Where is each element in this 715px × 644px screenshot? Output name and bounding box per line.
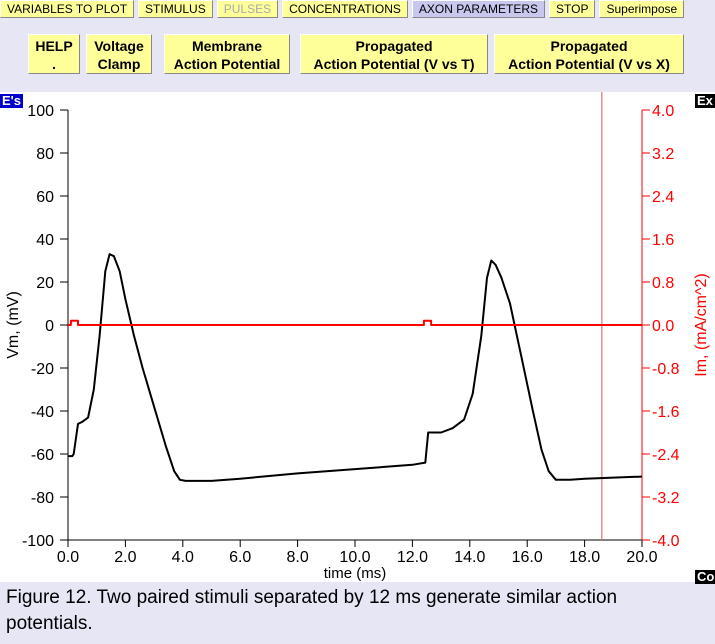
x-tick-label: 0.0 (57, 549, 79, 566)
y-tick-label-right: -1.6 (652, 404, 680, 421)
x-tick-label: 12.0 (397, 549, 428, 566)
y-tick-label-left: -40 (31, 404, 54, 421)
chart-svg: 100 80 60 40 20 0 -20 -40 -60 -80 -100 4.0 3.2 2.4 1.6… (5, 92, 710, 582)
membrane-ap-line2: Action Potential (173, 56, 281, 72)
x-tick-label: 6.0 (229, 549, 251, 566)
y-tick-label-right: 0.8 (652, 275, 674, 292)
vm-voltage-line (68, 253, 643, 482)
y-tick-label-left: -80 (31, 490, 54, 507)
voltage-clamp-button[interactable]: Voltage Clamp (86, 34, 152, 74)
x-tick-label: 2.0 (114, 549, 136, 566)
concentrations-button[interactable]: CONCENTRATIONS (282, 0, 408, 18)
propagated-vx-line2: Action Potential (V vs X) (508, 56, 670, 72)
x-tick-label: 14.0 (454, 549, 485, 566)
x-tick-label: 20.0 (626, 549, 657, 566)
x-tick-label: 10.0 (339, 549, 370, 566)
y-tick-label-right: 4.0 (652, 103, 674, 120)
x-tick-label: 8.0 (286, 549, 308, 566)
y-tick-label-right: -3.2 (652, 490, 680, 507)
propagated-ap-v-vs-t-button[interactable]: Propagated Action Potential (V vs T) (300, 34, 488, 74)
y-tick-label-right: -4.0 (652, 533, 680, 550)
side-tag-left[interactable]: E's (0, 93, 23, 108)
y-tick-label-right: 0.0 (652, 318, 674, 335)
y-tick-label-right: 2.4 (652, 189, 674, 206)
side-tag-right-top[interactable]: Ex (695, 93, 715, 108)
voltage-clamp-line2: Clamp (97, 56, 141, 72)
axon-parameters-button[interactable]: AXON PARAMETERS (411, 0, 546, 18)
y-tick-label-left: -100 (22, 533, 54, 550)
membrane-ap-line1: Membrane (191, 38, 263, 54)
y-tick-label-right: -0.8 (652, 361, 680, 378)
y-tick-label-left: -20 (31, 361, 54, 378)
stimulus-button[interactable]: STIMULUS (138, 0, 213, 18)
propagated-vt-line2: Action Potential (V vs T) (313, 56, 475, 72)
help-button-line1: HELP (35, 38, 73, 54)
y-axis-title-right: Im, (mA/cm^2) (693, 273, 710, 377)
y-axis-title-left: Vm, (mV) (5, 291, 22, 359)
pulses-button[interactable]: PULSES (216, 0, 279, 18)
membrane-action-potential-button[interactable]: Membrane Action Potential (164, 34, 290, 74)
propagated-vt-line1: Propagated (355, 38, 433, 54)
y-tick-label-right: -2.4 (652, 447, 680, 464)
stop-button[interactable]: STOP (549, 0, 596, 18)
plot-area[interactable]: 100 80 60 40 20 0 -20 -40 -60 -80 -100 4.0 3.2 2.4 1.6… (0, 92, 715, 582)
y-tick-label-left: 20 (36, 275, 54, 292)
x-tick-label: 4.0 (172, 549, 194, 566)
im-current-line (68, 319, 642, 326)
y-tick-label-left: 80 (36, 146, 54, 163)
y-tick-label-left: 0 (45, 318, 54, 335)
y-tick-label-left: 60 (36, 189, 54, 206)
help-button-line2: . (52, 56, 56, 72)
y-tick-label-left: 100 (27, 103, 54, 120)
y-tick-label-right: 3.2 (652, 146, 674, 163)
y-tick-label-left: -60 (31, 447, 54, 464)
propagated-vx-line1: Propagated (550, 38, 628, 54)
y-tick-label-right: 1.6 (652, 232, 674, 249)
help-button[interactable]: HELP . (28, 34, 80, 74)
superimpose-button[interactable]: Superimpose (599, 0, 685, 18)
voltage-clamp-line1: Voltage (94, 38, 144, 54)
x-axis-title: time (ms) (324, 565, 387, 582)
propagated-ap-v-vs-x-button[interactable]: Propagated Action Potential (V vs X) (494, 34, 684, 74)
x-tick-label: 16.0 (512, 549, 543, 566)
x-tick-label: 18.0 (569, 549, 600, 566)
menu-bar: VARIABLES TO PLOT STIMULUS PULSES CONCEN… (0, 0, 685, 20)
y-tick-label-left: 40 (36, 232, 54, 249)
side-tag-right-bottom[interactable]: Co (695, 569, 715, 584)
figure-caption: Figure 12. Two paired stimuli separated … (6, 587, 618, 634)
variables-to-plot-button[interactable]: VARIABLES TO PLOT (0, 0, 135, 18)
